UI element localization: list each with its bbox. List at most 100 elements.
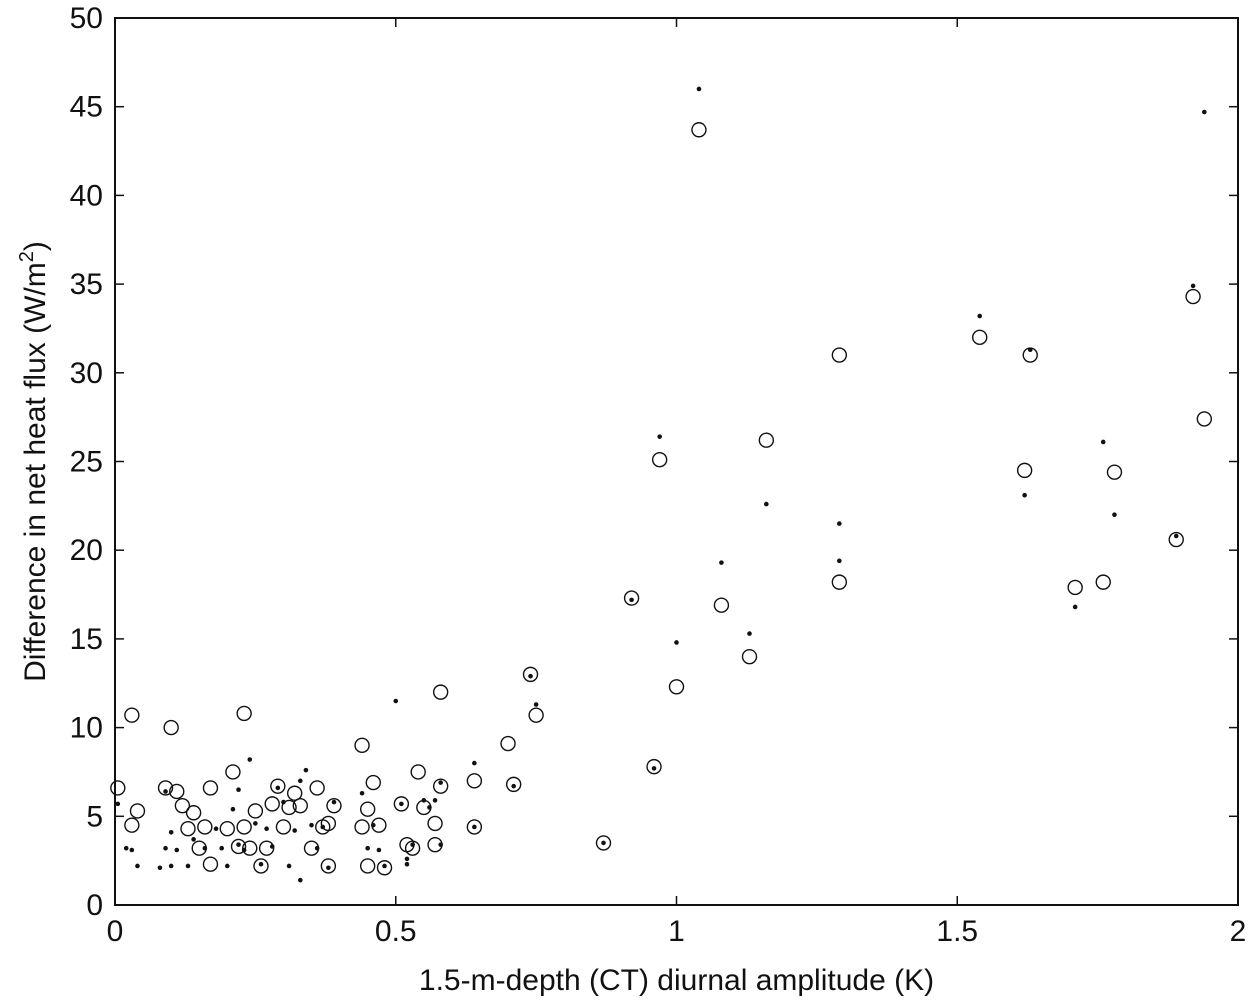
data-marks (110, 86, 1213, 883)
circle-point (432, 684, 449, 700)
dot-point (601, 840, 606, 846)
dot-point (168, 863, 174, 869)
y-tick-label: 10 (70, 712, 103, 745)
dot-point (225, 863, 230, 869)
dot-point (719, 560, 724, 565)
circle-point (691, 122, 707, 138)
dot-point (359, 790, 365, 796)
circle-point (646, 758, 662, 775)
dot-point (213, 826, 219, 832)
dot-point (1202, 109, 1207, 115)
circle-point (169, 783, 185, 800)
dot-point (202, 845, 208, 851)
circle-point (281, 799, 297, 816)
circle-point (247, 803, 264, 819)
dot-point (977, 313, 983, 319)
dot-point (247, 757, 253, 762)
circle-point (157, 780, 174, 796)
plot-area (110, 17, 1239, 906)
circle-point (831, 574, 848, 590)
circle-point (180, 821, 196, 837)
dot-point (1072, 604, 1078, 610)
dot-point (472, 824, 477, 830)
circle-point (253, 858, 269, 874)
circle-point (713, 597, 730, 613)
dot-point (163, 845, 168, 851)
circle-point (1185, 288, 1201, 305)
dot-point (309, 822, 314, 828)
circle-point (427, 815, 443, 832)
dot-point (191, 837, 196, 842)
dot-point (1190, 283, 1196, 289)
circle-point (320, 815, 337, 832)
dot-point (376, 847, 382, 853)
y-axis-title-close: ) (19, 241, 52, 251)
circle-point (286, 785, 303, 801)
circle-point (264, 796, 280, 812)
dot-point (472, 760, 477, 766)
x-tick-label: 0 (107, 915, 124, 948)
dot-point (286, 863, 292, 869)
circle-point (505, 776, 522, 793)
dot-point (115, 801, 121, 807)
dot-point (657, 434, 662, 439)
circle-point (404, 840, 421, 856)
circle-point (124, 707, 140, 723)
dot-point (123, 845, 129, 851)
circle-point (236, 819, 252, 835)
dot-point (275, 785, 281, 791)
dot-point (174, 847, 180, 853)
dot-point (163, 789, 168, 794)
circle-point (354, 737, 370, 754)
dot-point (292, 828, 297, 833)
y-tick-label: 0 (86, 889, 103, 922)
dot-point (297, 778, 303, 784)
circle-point (236, 705, 252, 722)
dot-point (326, 865, 331, 871)
y-tick-label: 25 (70, 446, 103, 479)
dot-point (1100, 439, 1106, 445)
x-tick-label: 0.5 (375, 915, 417, 948)
dot-point (1022, 492, 1027, 498)
circle-point (1067, 579, 1083, 596)
dot-point (511, 783, 516, 789)
dot-point (533, 702, 539, 707)
circle-point (174, 797, 191, 814)
dot-point (427, 805, 432, 810)
circle-point (365, 774, 381, 791)
dot-point (314, 845, 320, 851)
axis-ticks (114, 17, 1239, 906)
circle-point (110, 780, 126, 796)
dot-point (837, 521, 842, 526)
circle-point (376, 860, 393, 876)
dot-point (1112, 512, 1117, 518)
circle-point (202, 780, 219, 796)
dot-point (421, 798, 427, 803)
dot-point (629, 597, 634, 603)
y-tick-label: 35 (70, 268, 103, 301)
circle-point (359, 858, 376, 874)
dot-point (674, 640, 679, 645)
circle-point (595, 835, 612, 851)
dot-point (438, 842, 443, 847)
circle-point (225, 764, 241, 780)
dot-point (241, 847, 247, 853)
circle-point (831, 347, 848, 363)
circle-point (354, 819, 370, 835)
circle-point (466, 819, 483, 835)
dot-point (320, 824, 326, 830)
y-axis-title-superscript: 2 (16, 251, 38, 262)
circle-point (320, 858, 337, 874)
circle-point (668, 679, 685, 695)
dot-point (404, 856, 410, 862)
x-tick-label: 1 (668, 915, 685, 948)
y-tick-label: 45 (70, 91, 103, 124)
dot-point (651, 766, 657, 771)
circle-point (326, 797, 342, 814)
dot-point (393, 698, 399, 704)
dot-point (185, 863, 191, 869)
dot-point (230, 806, 236, 812)
circle-point (393, 796, 410, 812)
